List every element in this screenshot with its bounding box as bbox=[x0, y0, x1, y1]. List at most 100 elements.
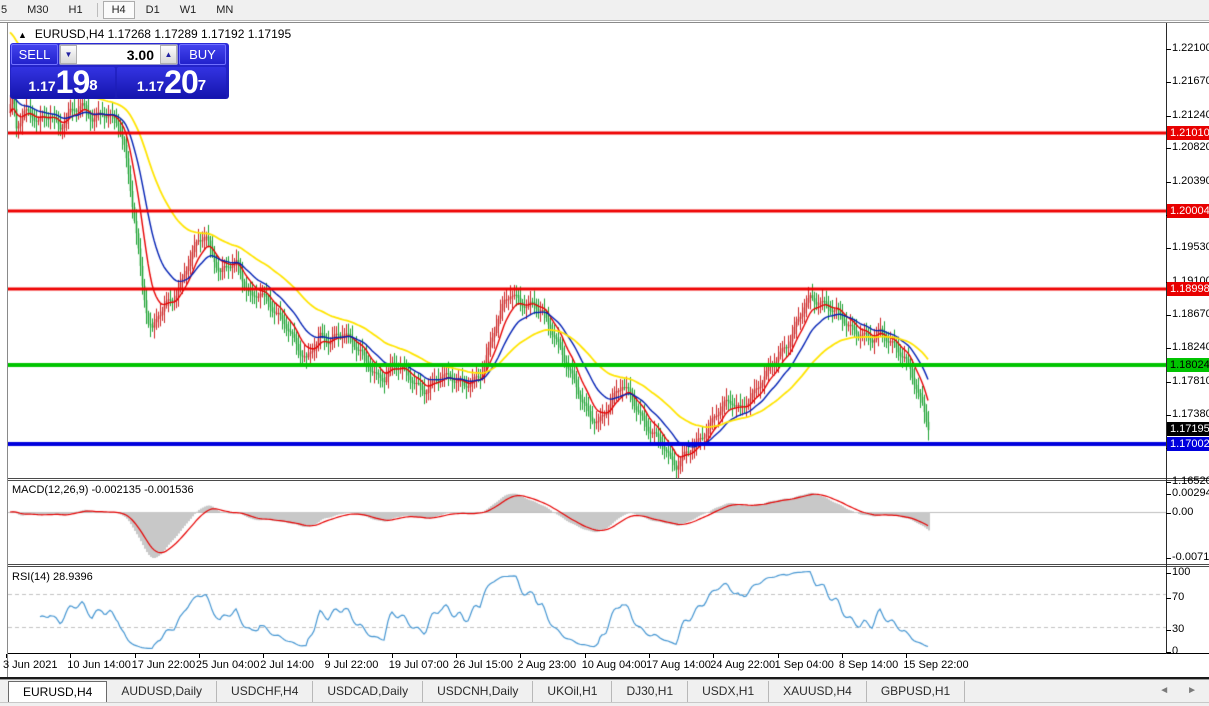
price-axis-line bbox=[1166, 23, 1167, 654]
time-tick-label: 2 Jul 14:00 bbox=[260, 659, 315, 671]
chart-tab-ukoil[interactable]: UKOil,H1 bbox=[533, 681, 613, 702]
tab-scroll-left-icon[interactable]: ◄ bbox=[1159, 685, 1170, 696]
indicator-tick bbox=[1166, 494, 1171, 495]
level-price-label: 1.17002 bbox=[1167, 437, 1209, 452]
window-border-bottom bbox=[0, 677, 1209, 679]
chart-tab-usdcnh[interactable]: USDCNH,Daily bbox=[423, 681, 534, 702]
time-tick-label: 3 Jun 2021 bbox=[3, 659, 58, 671]
time-tick-label: 10 Jun 14:00 bbox=[67, 659, 131, 671]
chart-tab-usdcad[interactable]: USDCAD,Daily bbox=[313, 681, 424, 702]
sell-price-prefix: 1.17 bbox=[28, 78, 56, 94]
price-tick-label: 1.21240 bbox=[1172, 108, 1209, 121]
price-tick-label: 1.19530 bbox=[1172, 241, 1209, 254]
sell-price-main: 19 bbox=[55, 64, 91, 100]
price-tick bbox=[1166, 414, 1171, 416]
sell-button[interactable]: SELL bbox=[11, 44, 58, 65]
time-tick-label: 9 Jul 22:00 bbox=[324, 659, 379, 671]
indicator-tick-label: -0.007153 bbox=[1172, 551, 1209, 563]
indicator-tick bbox=[1166, 513, 1171, 514]
sell-price-pip: 8 bbox=[89, 77, 98, 94]
indicator-tick bbox=[1166, 652, 1171, 653]
chart-tab-dj30[interactable]: DJ30,H1 bbox=[612, 681, 689, 702]
price-tick-label: 1.21670 bbox=[1172, 75, 1209, 88]
chart-tab-bar: EURUSD,H4 AUDUSD,Daily USDCHF,H4 USDCAD,Dai… bbox=[0, 679, 1209, 702]
volume-input[interactable] bbox=[77, 45, 160, 64]
level-price-label: 1.18998 bbox=[1167, 282, 1209, 297]
price-tick bbox=[1166, 248, 1171, 250]
time-tick bbox=[134, 654, 136, 658]
price-tick-label: 1.22100 bbox=[1172, 42, 1209, 54]
timeframe-button-5[interactable]: 5 bbox=[1, 4, 8, 16]
window-border-left bbox=[7, 22, 8, 678]
time-tick bbox=[777, 654, 779, 658]
indicator-tick-label: 0.00 bbox=[1172, 506, 1194, 518]
price-tick bbox=[1166, 82, 1171, 84]
buy-price-prefix: 1.17 bbox=[136, 78, 165, 94]
indicator-tick-label: 70 bbox=[1172, 591, 1185, 603]
indicator-tick-label: 30 bbox=[1172, 623, 1185, 635]
macd-canvas[interactable] bbox=[8, 481, 1166, 564]
chart-tab-eurusd[interactable]: EURUSD,H4 bbox=[8, 681, 108, 702]
price-tick bbox=[1166, 314, 1171, 316]
indicator-tick-label: 100 bbox=[1172, 566, 1191, 578]
buy-button[interactable]: BUY bbox=[179, 44, 226, 65]
price-tick bbox=[1166, 481, 1171, 483]
chart-tab-gbpusd[interactable]: GBPUSD,H1 bbox=[867, 681, 966, 702]
time-tick bbox=[327, 654, 329, 658]
timeframe-button-mn[interactable]: MN bbox=[216, 4, 234, 16]
level-price-label: 1.18024 bbox=[1167, 357, 1209, 372]
price-tick-label: 1.17380 bbox=[1172, 407, 1209, 420]
time-tick-label: 1 Sep 04:00 bbox=[774, 659, 834, 671]
chart-tab-xauusd[interactable]: XAUUSD,H4 bbox=[769, 681, 867, 702]
time-tick bbox=[584, 654, 586, 658]
time-tick bbox=[713, 654, 715, 658]
buy-price-main: 20 bbox=[164, 64, 199, 100]
time-tick-label: 10 Aug 04:00 bbox=[581, 659, 647, 671]
price-tick-label: 1.17810 bbox=[1172, 374, 1209, 387]
rsi-panel-splitter[interactable] bbox=[8, 564, 1209, 567]
timeframe-button-h1[interactable]: H1 bbox=[68, 4, 83, 16]
time-tick-label: 25 Jun 04:00 bbox=[195, 659, 260, 671]
macd-indicator-label: MACD(12,26,9) -0.002135 -0.001536 bbox=[12, 484, 194, 496]
rsi-indicator-label: RSI(14) 28.9396 bbox=[12, 571, 93, 583]
time-tick-label: 2 Aug 23:00 bbox=[517, 659, 577, 671]
tab-scroll-right-icon[interactable]: ► bbox=[1187, 685, 1197, 696]
time-tick bbox=[263, 654, 265, 658]
volume-decrease-icon[interactable]: ▼ bbox=[60, 45, 77, 64]
time-tick bbox=[391, 654, 393, 658]
toolbar-separator bbox=[96, 3, 98, 17]
volume-increase-icon[interactable]: ▲ bbox=[160, 45, 177, 64]
chart-tab-audusd[interactable]: AUDUSD,Daily bbox=[107, 681, 218, 702]
time-tick bbox=[70, 654, 72, 658]
indicator-tick-label: 0 bbox=[1172, 645, 1179, 657]
timeframe-button-m30[interactable]: M30 bbox=[27, 4, 49, 16]
time-tick-label: 24 Aug 22:00 bbox=[710, 659, 776, 671]
timeframe-button-h4[interactable]: H4 bbox=[102, 1, 135, 19]
price-tick bbox=[1166, 281, 1171, 283]
chart-tab-usdx[interactable]: USDX,H1 bbox=[688, 681, 770, 702]
sell-price-display[interactable]: 1.17 19 8 bbox=[11, 64, 115, 100]
window-border-top bbox=[0, 22, 1209, 23]
volume-spinner: ▼ ▲ bbox=[59, 44, 178, 65]
timeframe-button-w1[interactable]: W1 bbox=[179, 4, 197, 16]
indicator-tick bbox=[1166, 573, 1171, 574]
price-tick-label: 1.20820 bbox=[1172, 141, 1209, 154]
current-price-label: 1.17195 bbox=[1167, 422, 1209, 437]
indicator-tick-label: 0.002947 bbox=[1172, 487, 1209, 499]
rsi-canvas[interactable] bbox=[8, 567, 1166, 653]
chart-tab-usdchf[interactable]: USDCHF,H4 bbox=[217, 681, 314, 702]
status-strip bbox=[0, 702, 1209, 706]
price-tick bbox=[1166, 181, 1171, 183]
time-tick bbox=[841, 654, 843, 658]
buy-price-pip: 7 bbox=[197, 77, 207, 94]
buy-price-display[interactable]: 1.17 20 7 bbox=[117, 64, 226, 100]
timeframe-button-d1[interactable]: D1 bbox=[145, 4, 160, 16]
time-tick bbox=[906, 654, 908, 658]
price-tick bbox=[1166, 381, 1171, 383]
time-tick bbox=[198, 654, 200, 658]
price-tick bbox=[1166, 148, 1171, 150]
time-axis-line bbox=[8, 653, 1209, 654]
macd-panel-splitter[interactable] bbox=[8, 478, 1209, 481]
time-tick-label: 17 Aug 14:00 bbox=[646, 659, 711, 671]
